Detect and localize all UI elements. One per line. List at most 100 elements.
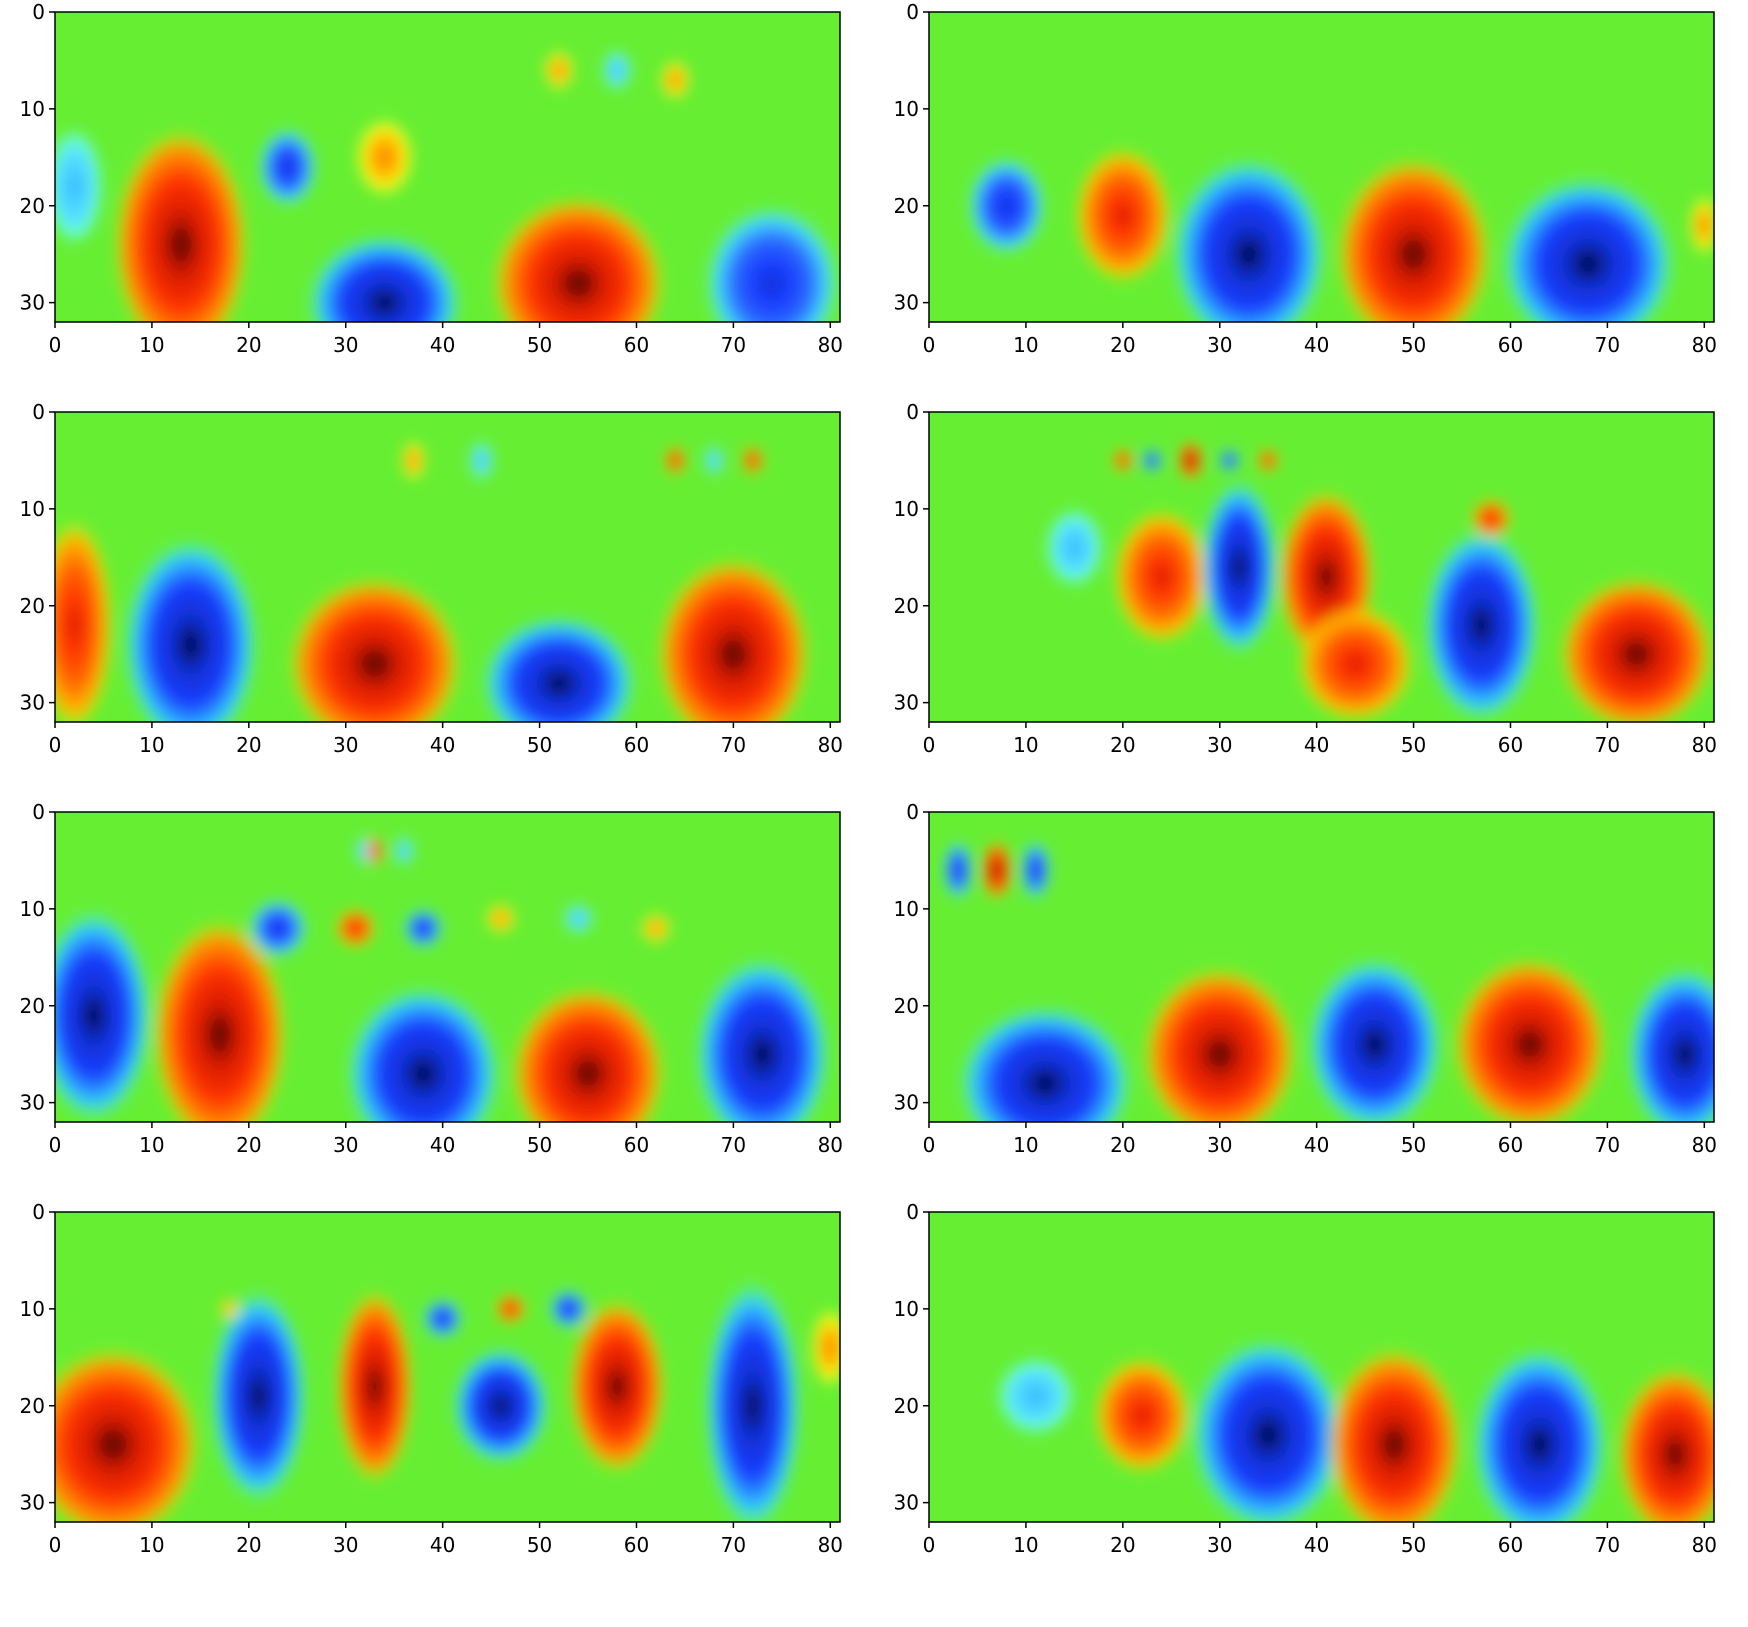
plot-frame	[54, 411, 841, 723]
x-tick-label: 40	[430, 1133, 455, 1157]
negative-activation-blob	[1190, 1337, 1346, 1522]
x-tick-label: 80	[818, 733, 843, 757]
x-tick-label: 10	[1013, 1533, 1038, 1557]
negative-activation-blob	[1626, 967, 1714, 1122]
y-tick-label: 20	[894, 1394, 919, 1418]
positive-activation-blob	[55, 1347, 201, 1522]
plot-frame	[54, 1211, 841, 1523]
negative-activation-blob	[1471, 1347, 1608, 1522]
negative-activation-blob	[1200, 479, 1278, 655]
y-tick-label: 10	[894, 897, 919, 921]
positive-activation-blob	[336, 1289, 414, 1484]
positive-activation-blob	[1471, 499, 1511, 538]
heatmap-top-left: 0 10 20 30 40 50 60 70 80 0 10 20 30	[20, 0, 843, 357]
negative-activation-blob	[452, 1347, 550, 1464]
y-tick-label: 20	[20, 194, 45, 218]
y-tick-label: 10	[894, 97, 919, 121]
x-tick-label: 20	[1110, 1533, 1135, 1557]
x-tick-label: 0	[49, 1133, 62, 1157]
positive-activation-blob	[287, 576, 463, 722]
plot-frame	[928, 411, 1715, 723]
positive-activation-blob	[641, 913, 671, 943]
y-tick-label: 30	[20, 1491, 45, 1515]
heatmap-lower-right: 0 10 20 30 40 50 60 70 80 0 10 20 30	[894, 800, 1717, 1157]
x-tick-label: 60	[1498, 1133, 1523, 1157]
positive-activation-blob	[1326, 1347, 1463, 1522]
x-tick-label: 80	[818, 1533, 843, 1557]
negative-activation-blob	[704, 205, 840, 322]
positive-activation-blob	[113, 128, 249, 322]
x-tick-label: 60	[624, 333, 649, 357]
x-tick-label: 30	[333, 733, 358, 757]
y-tick-label: 0	[32, 800, 45, 824]
heatmap-middle-left: 0 10 20 30 40 50 60 70 80 0 10 20 30	[20, 400, 843, 757]
positive-activation-blob	[486, 904, 516, 934]
x-tick-label: 40	[1304, 333, 1329, 357]
x-tick-label: 20	[236, 733, 261, 757]
negative-activation-blob	[958, 1005, 1133, 1122]
y-tick-label: 0	[906, 400, 919, 424]
x-tick-label: 30	[1207, 733, 1232, 757]
negative-activation-blob	[1423, 528, 1540, 722]
positive-activation-blob	[151, 918, 288, 1122]
y-tick-label: 10	[20, 897, 45, 921]
x-tick-label: 60	[624, 733, 649, 757]
negative-activation-blob	[967, 157, 1046, 255]
x-tick-label: 50	[527, 333, 552, 357]
x-tick-label: 20	[1110, 1133, 1135, 1157]
x-tick-label: 40	[430, 733, 455, 757]
plot-frame	[54, 811, 841, 1123]
negative-activation-blob	[704, 445, 724, 475]
x-tick-label: 20	[236, 333, 261, 357]
x-tick-label: 30	[333, 1533, 358, 1557]
negative-activation-blob	[481, 615, 637, 722]
positive-activation-blob	[1179, 441, 1203, 480]
x-tick-label: 80	[818, 1133, 843, 1157]
negative-activation-blob	[563, 904, 593, 934]
x-tick-label: 70	[721, 333, 746, 357]
y-tick-label: 30	[20, 1091, 45, 1115]
negative-activation-blob	[258, 128, 317, 206]
positive-activation-blob	[401, 441, 426, 480]
x-tick-label: 50	[527, 1133, 552, 1157]
positive-activation-blob	[1558, 576, 1714, 722]
x-tick-label: 0	[49, 333, 62, 357]
x-tick-label: 0	[923, 1533, 936, 1557]
y-tick-label: 30	[894, 1491, 919, 1515]
x-tick-label: 30	[1207, 1533, 1232, 1557]
x-tick-label: 20	[1110, 733, 1135, 757]
x-tick-label: 30	[1207, 1133, 1232, 1157]
positive-activation-blob	[655, 557, 811, 722]
positive-activation-blob	[336, 908, 375, 948]
plot-frame	[928, 811, 1715, 1123]
x-tick-label: 80	[1692, 333, 1717, 357]
positive-activation-blob	[1617, 1367, 1714, 1522]
y-tick-label: 0	[32, 400, 45, 424]
x-tick-label: 70	[721, 733, 746, 757]
x-tick-label: 70	[1595, 1133, 1620, 1157]
negative-activation-blob	[549, 1289, 589, 1329]
x-tick-label: 40	[1304, 1133, 1329, 1157]
negative-activation-blob	[306, 234, 463, 322]
negative-activation-blob	[469, 441, 494, 480]
x-tick-label: 60	[624, 1133, 649, 1157]
x-tick-label: 30	[333, 333, 358, 357]
negative-activation-blob	[423, 1299, 463, 1338]
x-tick-label: 70	[1595, 333, 1620, 357]
x-tick-label: 30	[333, 1133, 358, 1157]
positive-activation-blob	[665, 445, 685, 475]
x-tick-label: 40	[1304, 733, 1329, 757]
panel-lower-right: 0 10 20 30 40 50 60 70 80 0 10 20 30	[874, 800, 1748, 1200]
y-tick-label: 0	[906, 800, 919, 824]
positive-activation-blob	[568, 1299, 666, 1474]
positive-activation-blob	[1142, 967, 1298, 1122]
positive-activation-blob	[1297, 605, 1414, 722]
x-tick-label: 0	[923, 333, 936, 357]
positive-activation-blob	[1113, 448, 1133, 473]
x-tick-label: 10	[139, 333, 164, 357]
x-tick-label: 70	[721, 1533, 746, 1557]
y-tick-label: 10	[20, 97, 45, 121]
positive-activation-blob	[1689, 196, 1714, 255]
positive-activation-blob	[1336, 157, 1492, 322]
